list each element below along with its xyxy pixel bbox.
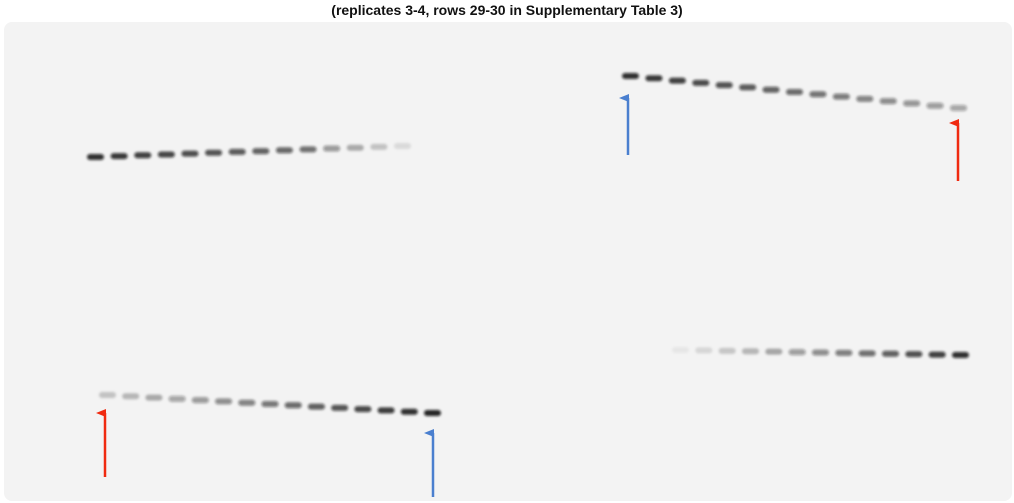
band [645, 75, 662, 81]
band [835, 350, 852, 356]
band [952, 352, 969, 358]
band [370, 144, 387, 150]
band [859, 350, 876, 356]
band [786, 89, 803, 95]
band [905, 351, 922, 357]
band [716, 82, 733, 88]
band [789, 349, 806, 355]
band [276, 147, 293, 153]
band [354, 406, 371, 412]
band [238, 400, 255, 406]
band [669, 78, 686, 84]
band [262, 401, 279, 407]
band [695, 347, 712, 353]
band [347, 145, 364, 151]
band [739, 84, 756, 90]
band [215, 398, 232, 404]
band [331, 405, 348, 411]
band [285, 402, 302, 408]
band [424, 410, 441, 416]
band [742, 348, 759, 354]
band [145, 395, 162, 401]
band [856, 96, 873, 102]
band [192, 397, 209, 403]
band [181, 151, 198, 157]
band [763, 87, 780, 93]
band [378, 407, 395, 413]
band [308, 404, 325, 410]
band [323, 146, 340, 152]
band [229, 149, 246, 155]
band [401, 409, 418, 415]
band [927, 103, 944, 109]
band [300, 146, 317, 152]
band [719, 348, 736, 354]
membrane [4, 22, 1012, 501]
band [111, 153, 128, 159]
band [205, 150, 222, 156]
band [880, 98, 897, 104]
blot-image [0, 0, 1014, 503]
band [622, 73, 639, 79]
band [252, 148, 269, 154]
band [950, 105, 967, 111]
band [169, 396, 186, 402]
band [929, 352, 946, 358]
band [812, 350, 829, 356]
band [158, 151, 175, 157]
band [809, 91, 826, 97]
band [99, 392, 116, 398]
band [134, 152, 151, 158]
band [394, 143, 411, 149]
band [903, 100, 920, 106]
band [672, 347, 689, 353]
band [122, 393, 139, 399]
band [765, 349, 782, 355]
band [833, 94, 850, 100]
band [692, 80, 709, 86]
page: (replicates 3-4, rows 29-30 in Supplemen… [0, 0, 1014, 503]
band [882, 351, 899, 357]
band [87, 154, 104, 160]
